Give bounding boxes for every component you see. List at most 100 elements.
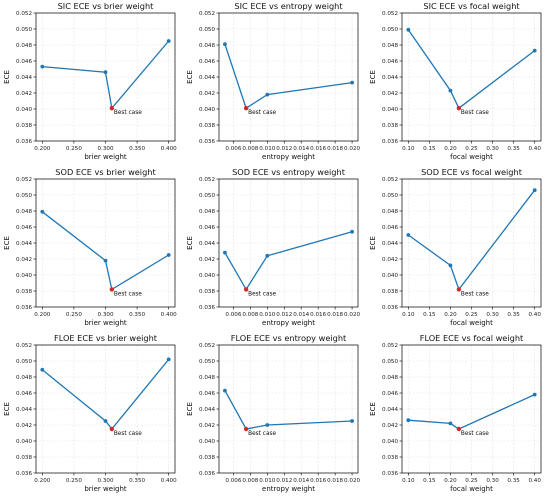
y-tick-label: 0.038 bbox=[199, 289, 215, 295]
best-case-annotation: Best case bbox=[461, 431, 489, 437]
y-tick-label: 0.052 bbox=[16, 11, 32, 17]
y-tick-label: 0.048 bbox=[16, 209, 32, 215]
x-tick-label: 0.008 bbox=[242, 312, 258, 318]
y-tick-label: 0.042 bbox=[16, 91, 32, 97]
y-tick-label: 0.052 bbox=[199, 343, 215, 349]
y-tick-label: 0.040 bbox=[199, 273, 215, 279]
y-tick-label: 0.042 bbox=[16, 257, 32, 263]
data-point bbox=[40, 209, 45, 214]
y-tick-label: 0.042 bbox=[382, 423, 398, 429]
x-axis-label: brier weight bbox=[84, 153, 127, 161]
chart-panel: 0.036 0.038 0.040 0.042 0.044 0.046 0.048 0.050… bbox=[0, 166, 183, 331]
y-axis-label: ECE bbox=[186, 236, 194, 250]
x-axis-label: entropy weight bbox=[262, 485, 315, 493]
y-tick-label: 0.048 bbox=[16, 375, 32, 381]
data-point bbox=[103, 70, 108, 75]
best-case-annotation: Best case bbox=[114, 291, 142, 297]
y-tick-label: 0.042 bbox=[382, 257, 398, 263]
chart-title: FLOE ECE vs brier weight bbox=[54, 333, 158, 343]
y-tick-label: 0.038 bbox=[199, 123, 215, 129]
x-tick-label: 0.350 bbox=[129, 312, 145, 318]
x-tick-label: 0.10 bbox=[402, 312, 415, 318]
y-tick-label: 0.050 bbox=[16, 27, 32, 33]
y-tick-label: 0.044 bbox=[16, 407, 32, 413]
x-tick-label: 0.350 bbox=[129, 478, 145, 484]
y-axis-label: ECE bbox=[369, 236, 377, 250]
y-tick-label: 0.036 bbox=[382, 471, 398, 477]
best-case-annotation: Best case bbox=[114, 110, 142, 116]
data-point bbox=[350, 229, 354, 234]
chart-title: FLOE ECE vs focal weight bbox=[420, 333, 524, 343]
y-tick-label: 0.036 bbox=[16, 139, 32, 145]
x-tick-label: 0.008 bbox=[242, 146, 258, 152]
y-tick-label: 0.036 bbox=[199, 305, 215, 311]
series-line bbox=[41, 211, 170, 291]
data-point bbox=[406, 233, 411, 237]
y-tick-label: 0.048 bbox=[199, 375, 215, 381]
x-tick-label: 0.40 bbox=[528, 478, 541, 484]
data-point bbox=[265, 423, 270, 427]
y-tick-label: 0.038 bbox=[16, 455, 32, 461]
x-tick-label: 0.10 bbox=[402, 146, 415, 152]
data-point bbox=[103, 258, 108, 263]
y-tick-label: 0.046 bbox=[16, 225, 32, 231]
y-tick-label: 0.036 bbox=[16, 471, 32, 477]
best-case-annotation: Best case bbox=[114, 431, 142, 437]
x-tick-label: 0.006 bbox=[225, 478, 241, 484]
x-tick-label: 0.020 bbox=[344, 146, 360, 152]
y-tick-label: 0.050 bbox=[16, 359, 32, 365]
x-tick-label: 0.250 bbox=[66, 146, 82, 152]
y-tick-label: 0.048 bbox=[382, 43, 398, 49]
y-tick-label: 0.038 bbox=[199, 455, 215, 461]
y-axis-label: ECE bbox=[3, 236, 11, 250]
y-tick-label: 0.040 bbox=[382, 439, 398, 445]
x-tick-label: 0.300 bbox=[97, 312, 113, 318]
y-tick-label: 0.040 bbox=[199, 107, 215, 113]
best-point bbox=[456, 426, 462, 432]
y-tick-label: 0.050 bbox=[382, 27, 398, 33]
chart-panel: 0.036 0.038 0.040 0.042 0.044 0.046 0.048 0.050… bbox=[0, 0, 183, 165]
y-tick-label: 0.036 bbox=[199, 471, 215, 477]
chart-panel: 0.036 0.038 0.040 0.042 0.044 0.046 0.048 0.050… bbox=[0, 332, 183, 497]
y-tick-label: 0.036 bbox=[382, 305, 398, 311]
y-tick-label: 0.040 bbox=[199, 439, 215, 445]
best-case-annotation: Best case bbox=[248, 291, 276, 297]
data-point bbox=[265, 253, 270, 258]
y-tick-label: 0.052 bbox=[16, 177, 32, 183]
y-tick-label: 0.042 bbox=[16, 423, 32, 429]
y-tick-label: 0.044 bbox=[382, 407, 398, 413]
y-tick-label: 0.046 bbox=[16, 59, 32, 65]
chart-title: SOD ECE vs focal weight bbox=[421, 167, 523, 177]
chart-svg: 0.036 0.038 0.040 0.042 0.044 0.046 0.048 0.050… bbox=[369, 333, 542, 493]
best-point bbox=[456, 106, 462, 111]
data-point bbox=[532, 48, 537, 53]
y-tick-label: 0.044 bbox=[382, 75, 398, 81]
y-tick-label: 0.038 bbox=[16, 289, 32, 295]
data-point bbox=[448, 88, 453, 93]
series-line bbox=[42, 40, 170, 110]
x-tick-label: 0.008 bbox=[242, 478, 258, 484]
x-tick-label: 0.30 bbox=[486, 312, 499, 318]
x-tick-label: 0.014 bbox=[293, 146, 309, 152]
y-tick-label: 0.038 bbox=[382, 123, 398, 129]
y-tick-label: 0.052 bbox=[199, 11, 215, 17]
x-tick-label: 0.006 bbox=[225, 312, 241, 318]
best-point bbox=[109, 106, 115, 111]
y-tick-label: 0.040 bbox=[16, 439, 32, 445]
x-tick-label: 0.20 bbox=[444, 312, 457, 318]
y-axis-label: ECE bbox=[369, 70, 377, 84]
x-tick-label: 0.20 bbox=[444, 478, 457, 484]
x-axis-label: focal weight bbox=[450, 485, 493, 493]
chart-svg: 0.036 0.038 0.040 0.042 0.044 0.046 0.048 0.050… bbox=[3, 167, 177, 327]
y-tick-label: 0.040 bbox=[382, 107, 398, 113]
best-point bbox=[243, 106, 249, 111]
data-point bbox=[532, 392, 537, 397]
data-point bbox=[223, 388, 227, 393]
plot-frame bbox=[218, 344, 359, 474]
x-tick-label: 0.020 bbox=[344, 312, 360, 318]
y-tick-label: 0.050 bbox=[199, 359, 215, 365]
best-point bbox=[109, 287, 115, 292]
x-tick-label: 0.15 bbox=[423, 146, 436, 152]
x-tick-label: 0.016 bbox=[310, 478, 326, 484]
best-point bbox=[456, 287, 462, 292]
